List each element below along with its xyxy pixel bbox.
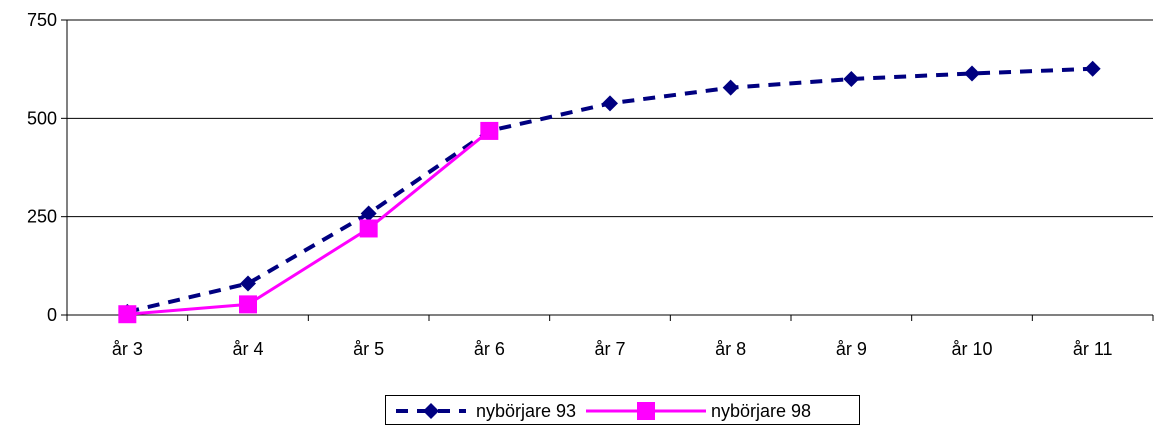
marker-diamond-0-5 — [722, 79, 739, 96]
x-tick-label-8: år 11 — [1073, 339, 1113, 359]
marker-diamond-0-7 — [964, 65, 980, 82]
marker-diamond-0-6 — [843, 71, 860, 87]
y-tick-label-0: 0 — [47, 305, 57, 325]
y-tick-label-500: 500 — [27, 108, 57, 128]
x-tick-label-0: år 3 — [112, 339, 143, 359]
x-tick-label-6: år 9 — [836, 339, 867, 359]
y-tick-label-250: 250 — [27, 207, 57, 227]
marker-square-1-1 — [239, 295, 257, 314]
marker-square-1-3 — [480, 121, 499, 140]
marker-diamond-0-8 — [1084, 60, 1101, 77]
x-tick-label-1: år 4 — [232, 339, 263, 359]
legend-marker-0 — [423, 403, 439, 419]
marker-diamond-0-1 — [240, 275, 256, 292]
legend-label-1: nybörjare 98 — [711, 401, 811, 421]
legend-marker-1 — [637, 402, 655, 420]
x-tick-label-3: år 6 — [474, 339, 505, 359]
marker-diamond-0-4 — [602, 95, 618, 112]
marker-diamond-0-2 — [360, 205, 377, 222]
legend-label-0: nybörjare 93 — [476, 401, 576, 421]
marker-square-1-0 — [118, 305, 137, 324]
axes — [61, 19, 1154, 321]
x-tick-label-7: år 10 — [951, 339, 992, 359]
marker-square-1-2 — [359, 219, 378, 238]
series-markers — [118, 60, 1101, 324]
legend-svg: nybörjare 93 nybörjare 98 — [396, 401, 811, 421]
x-tick-label-5: år 8 — [715, 339, 746, 359]
x-tick-label-2: år 5 — [353, 339, 384, 359]
x-tick-label-4: år 7 — [594, 339, 625, 359]
grid-lines — [67, 19, 1153, 218]
y-tick-labels: 0 250 500 750 — [27, 10, 57, 325]
legend: nybörjare 93 nybörjare 98 — [385, 395, 860, 425]
y-tick-label-750: 750 — [27, 10, 57, 30]
series-line-1 — [127, 129, 491, 316]
x-tick-labels: år 3 år 4 år 5 år 6 år 7 år 8 år 9 år 10 år 11 — [112, 339, 1113, 359]
